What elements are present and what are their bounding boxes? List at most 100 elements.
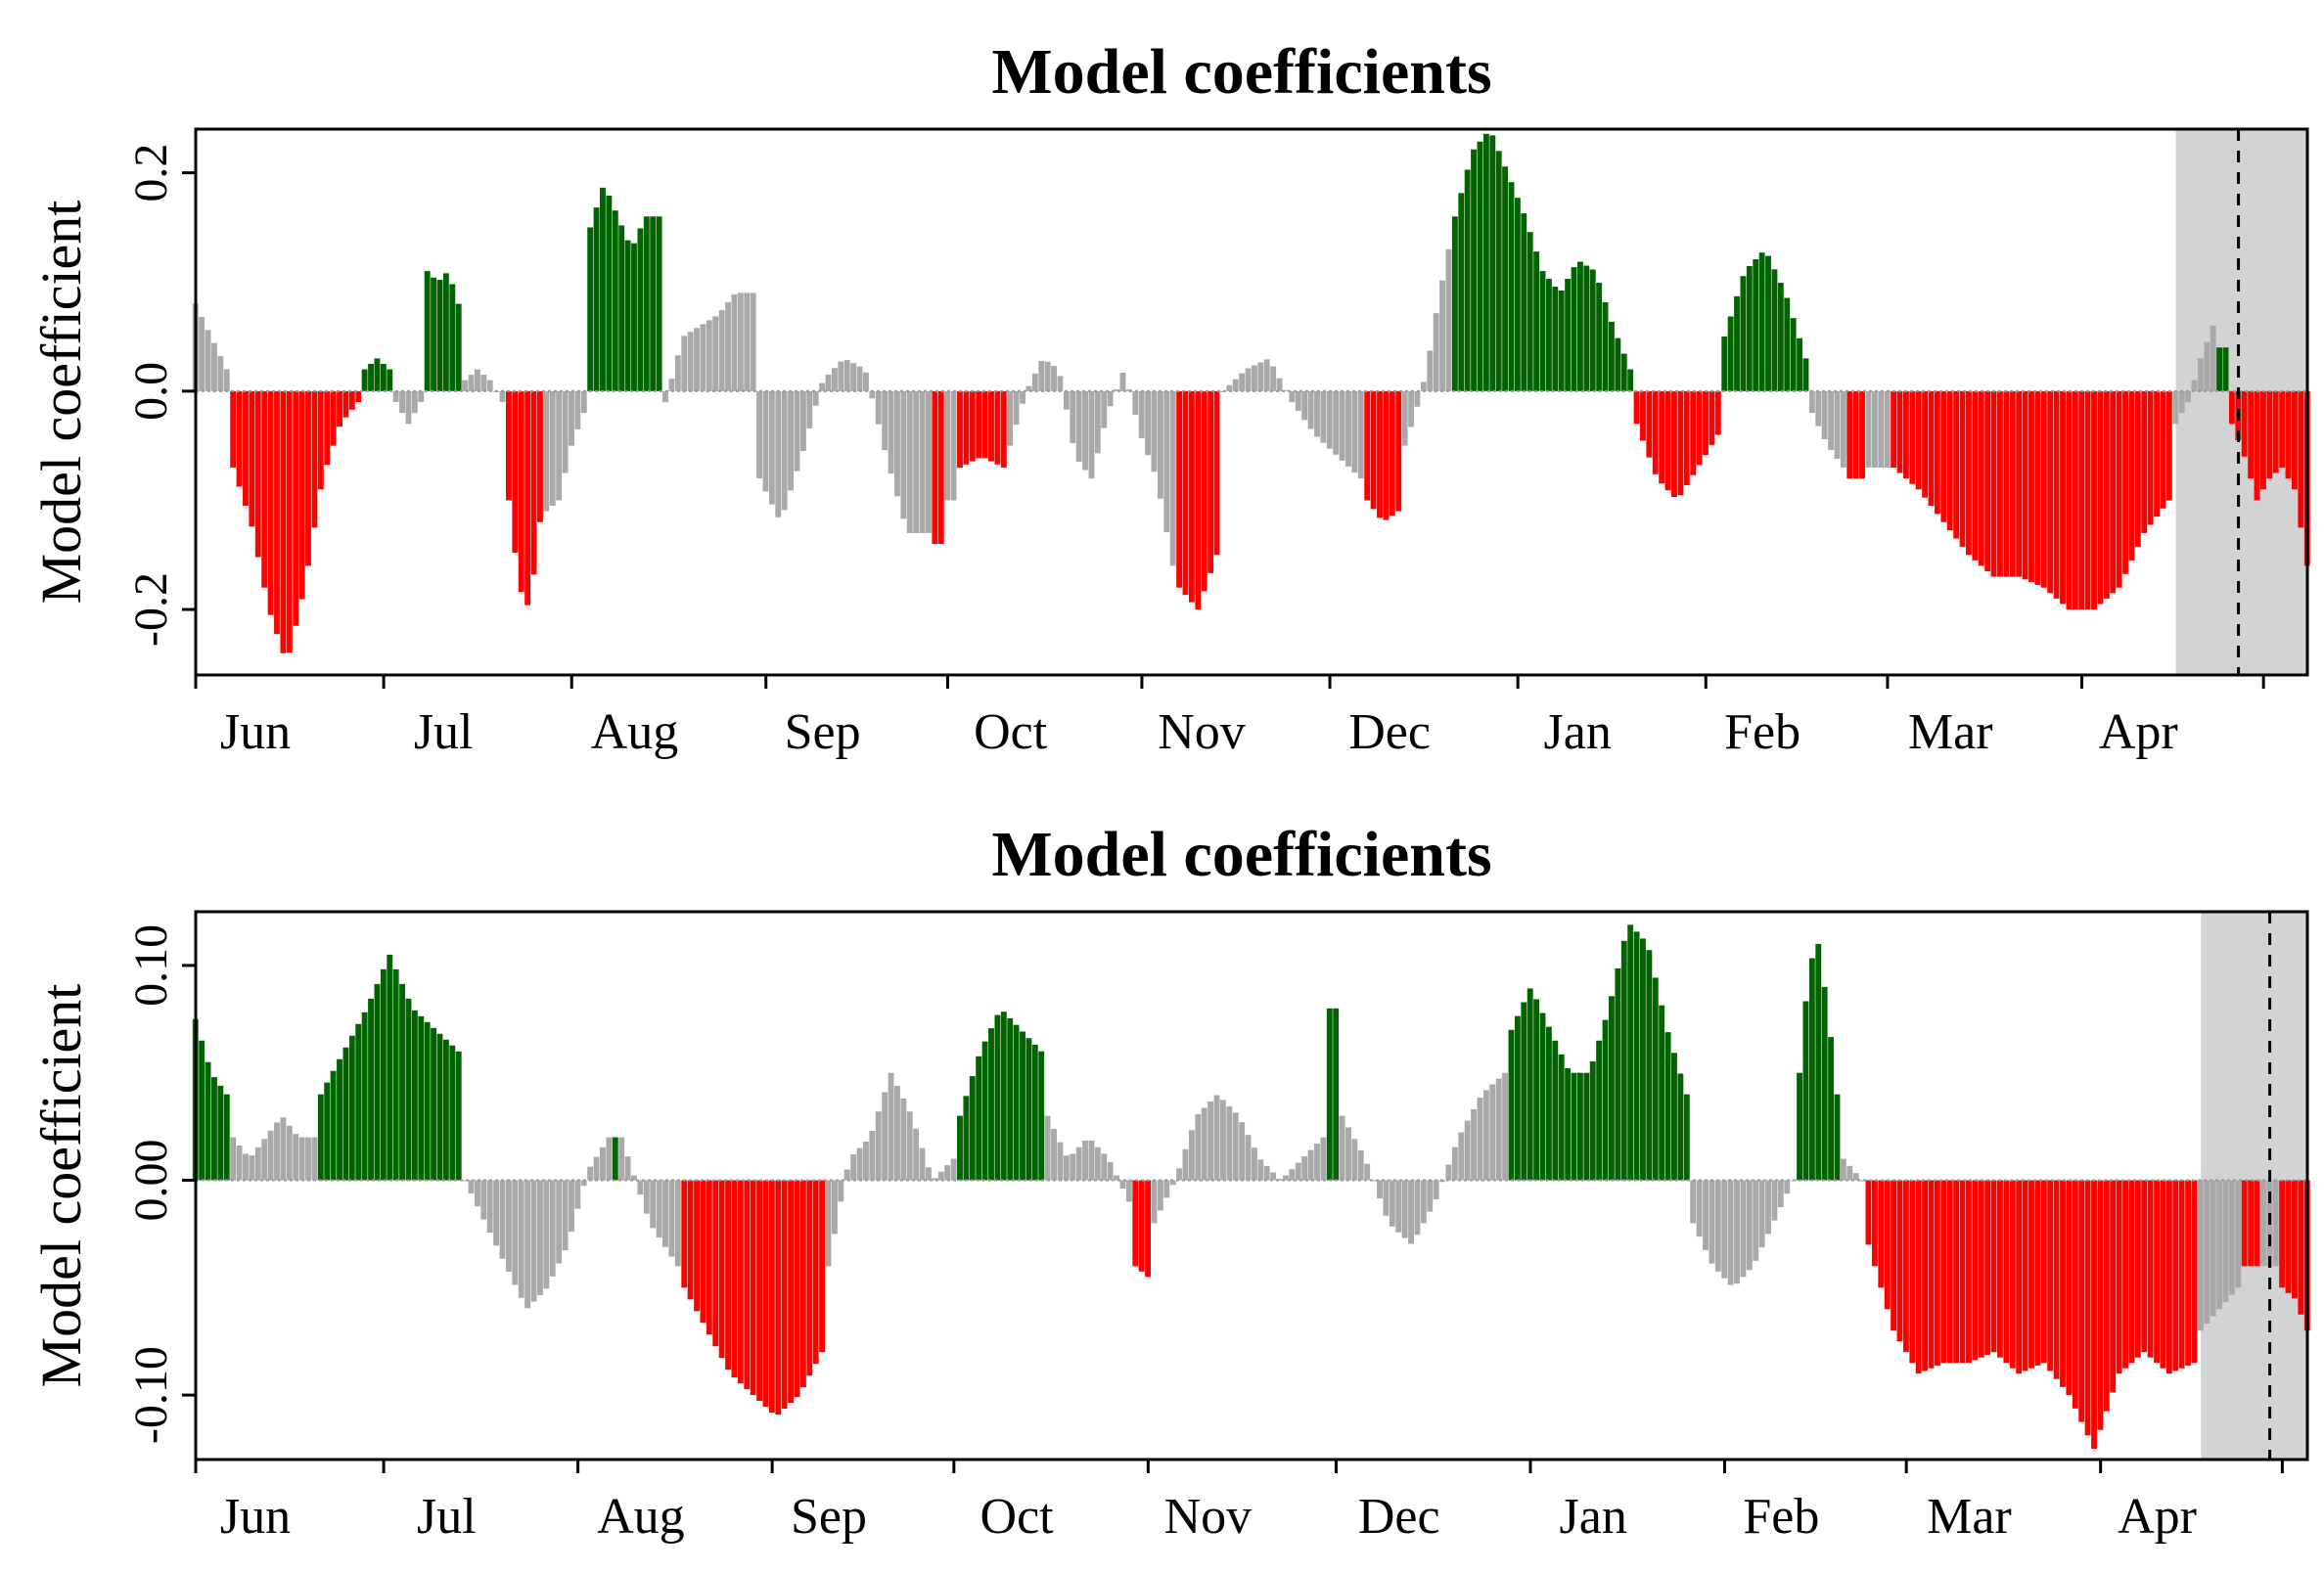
bar-neutral xyxy=(875,390,882,425)
x-tick-label: Dec xyxy=(1358,1489,1440,1545)
bar-negative xyxy=(1896,1180,1903,1342)
bar-negative xyxy=(2116,1180,2122,1374)
bar-positive xyxy=(1802,358,1809,391)
bar-neutral xyxy=(1333,390,1340,455)
bar-neutral xyxy=(926,1167,932,1181)
bar-positive xyxy=(1545,279,1552,391)
bar-negative xyxy=(994,390,1001,465)
bar-neutral xyxy=(261,1139,268,1181)
bar-negative xyxy=(1182,390,1189,596)
bar-positive xyxy=(1502,166,1509,391)
bar-positive xyxy=(1683,1094,1690,1181)
bar-positive xyxy=(1482,133,1489,391)
bar-series xyxy=(192,133,2310,653)
bar-neutral xyxy=(1401,390,1408,446)
bar-positive xyxy=(1615,968,1621,1181)
bar-neutral xyxy=(1132,390,1139,415)
bar-positive xyxy=(361,1011,368,1181)
bar-neutral xyxy=(243,1153,249,1181)
bar-neutral xyxy=(1383,1180,1390,1216)
bar-negative xyxy=(2009,390,2016,577)
bar-positive xyxy=(1652,977,1659,1181)
bar-negative xyxy=(1959,1180,1966,1364)
bar-negative xyxy=(324,390,331,466)
bar-neutral xyxy=(932,1178,938,1181)
bar-positive xyxy=(1495,151,1502,391)
bar-negative xyxy=(725,1180,731,1371)
bar-positive xyxy=(1596,283,1603,391)
bar-neutral xyxy=(499,390,506,402)
bar-neutral xyxy=(1451,1146,1458,1181)
bar-positive xyxy=(1558,291,1565,391)
bar-neutral xyxy=(1307,390,1314,429)
bar-neutral xyxy=(1114,1175,1119,1181)
bar-neutral xyxy=(1307,1149,1314,1181)
bar-neutral xyxy=(392,390,399,402)
bar-neutral xyxy=(411,390,418,414)
chart-panel-bottom: Jun Jul Aug Sep Oct Nov Dec Jan Feb Mar Apr 0.100.… xyxy=(29,819,2310,1545)
bar-negative xyxy=(317,390,324,490)
x-tick-label: Sep xyxy=(791,1489,867,1545)
bar-positive xyxy=(380,968,387,1181)
bar-neutral xyxy=(1871,390,1878,468)
bar-positive xyxy=(374,358,381,391)
bar-positive xyxy=(368,363,374,391)
bar-negative xyxy=(1683,390,1690,485)
y-axis: 0.10 0.00 -0.10 xyxy=(125,924,196,1444)
bar-positive xyxy=(455,1051,462,1181)
bar-neutral xyxy=(1101,390,1108,428)
bar-neutral xyxy=(1138,390,1145,438)
bar-neutral xyxy=(462,380,469,391)
bar-neutral xyxy=(2228,1180,2235,1295)
y-tick-label: -0.10 xyxy=(125,1346,177,1444)
bar-negative xyxy=(1891,390,1897,468)
bar-negative xyxy=(1990,1180,1997,1353)
bar-neutral xyxy=(850,363,857,391)
bar-negative xyxy=(298,390,305,600)
bar-negative xyxy=(1909,390,1916,484)
bar-neutral xyxy=(1703,1180,1709,1250)
bar-positive xyxy=(624,240,631,391)
bar-neutral xyxy=(1295,390,1301,412)
bar-negative xyxy=(236,390,243,487)
bar-negative xyxy=(1690,390,1697,475)
bar-positive xyxy=(1615,337,1621,391)
bar-neutral xyxy=(624,1156,631,1181)
bar-neutral xyxy=(919,1147,926,1181)
bar-neutral xyxy=(549,1180,556,1277)
bar-neutral xyxy=(843,1169,850,1181)
bar-neutral xyxy=(249,1155,255,1181)
bar-neutral xyxy=(1878,390,1885,468)
bar-positive xyxy=(2216,347,2223,391)
bar-negative xyxy=(1176,390,1183,588)
bar-negative xyxy=(1953,1180,1960,1364)
bar-neutral xyxy=(405,390,412,425)
shaded-forecast-region xyxy=(2175,129,2307,675)
bar-neutral xyxy=(913,390,920,533)
bar-negative xyxy=(1383,390,1390,520)
bar-negative xyxy=(1871,1180,1878,1267)
bar-neutral xyxy=(744,292,751,391)
bar-neutral xyxy=(1188,1130,1195,1181)
bar-negative xyxy=(1138,1180,1145,1272)
bar-negative xyxy=(2047,1180,2054,1371)
bar-neutral xyxy=(468,375,475,391)
bar-positive xyxy=(442,1039,449,1181)
bar-negative xyxy=(2053,1180,2060,1379)
bar-positive xyxy=(449,284,456,391)
bar-neutral xyxy=(1840,1158,1846,1181)
bar-positive xyxy=(957,1115,963,1181)
bar-neutral xyxy=(906,1111,913,1181)
bar-positive xyxy=(387,369,393,391)
bar-neutral xyxy=(1433,313,1439,391)
bar-negative xyxy=(731,1180,738,1378)
bar-positive xyxy=(1583,1072,1590,1181)
bar-negative xyxy=(2292,1180,2298,1299)
bar-negative xyxy=(1915,1180,1922,1374)
bar-neutral xyxy=(1821,390,1828,439)
bar-negative xyxy=(1646,390,1653,458)
bar-neutral xyxy=(1057,376,1064,391)
bar-positive xyxy=(348,1035,355,1181)
bar-neutral xyxy=(1213,1095,1220,1181)
bar-neutral xyxy=(799,390,806,452)
